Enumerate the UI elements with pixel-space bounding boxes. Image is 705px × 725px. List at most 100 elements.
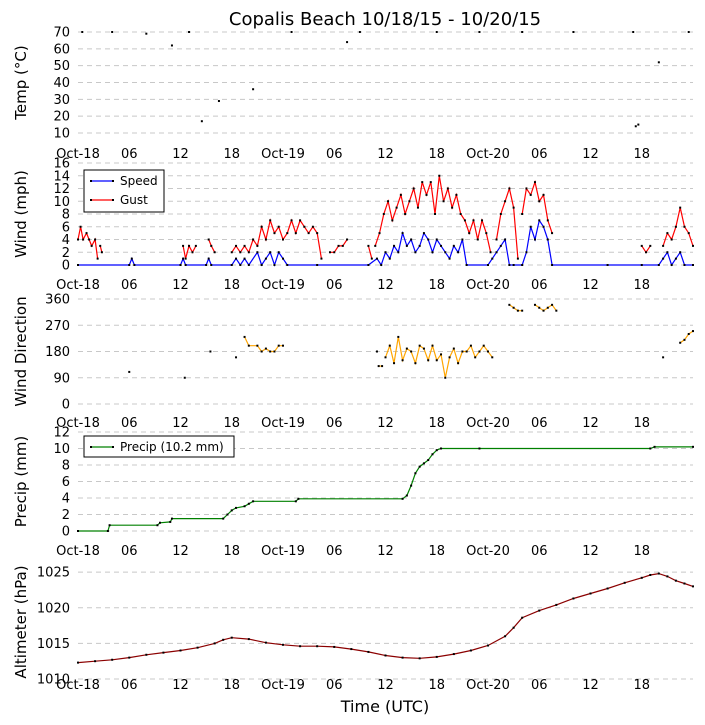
data-point xyxy=(416,206,419,209)
data-point xyxy=(606,264,609,266)
data-point xyxy=(440,353,443,356)
panel-alt: 1010 1015 1020 1025 Oct-18 06 12 18 Oct-19 06 12 18… xyxy=(12,565,694,693)
data-point xyxy=(431,344,434,347)
data-point xyxy=(414,251,417,254)
data-point xyxy=(316,645,319,648)
x-tick-label: 06 xyxy=(531,416,548,431)
y-tick-label: 12 xyxy=(53,182,70,197)
data-point xyxy=(213,642,216,645)
data-point xyxy=(210,244,213,247)
legend-entry: Gust xyxy=(120,193,148,207)
data-point xyxy=(657,61,660,64)
data-point xyxy=(226,513,229,516)
x-tick-label: Oct-19 xyxy=(261,544,305,559)
data-point xyxy=(384,251,387,254)
data-point xyxy=(179,264,182,266)
y-tick-label: 10 xyxy=(53,127,70,142)
data-point xyxy=(422,347,425,350)
data-point xyxy=(489,251,492,254)
x-tick-label: 18 xyxy=(428,278,445,293)
x-tick-label: 06 xyxy=(121,544,138,559)
data-point xyxy=(438,174,441,177)
data-point xyxy=(542,225,545,228)
data-point xyxy=(77,264,79,266)
series-line-speed xyxy=(78,218,693,267)
y-tick-label: 270 xyxy=(45,319,70,334)
data-point xyxy=(286,264,289,266)
y-tick-label: 10 xyxy=(53,442,70,457)
data-point xyxy=(657,264,660,266)
x-tick-label: 18 xyxy=(428,147,445,162)
data-point xyxy=(260,225,263,228)
data-point xyxy=(374,244,377,247)
x-tick-label: 06 xyxy=(326,678,343,693)
data-point xyxy=(435,31,438,33)
data-point xyxy=(687,31,690,33)
data-point xyxy=(230,636,233,639)
data-point xyxy=(551,264,554,266)
data-point xyxy=(247,502,250,505)
y-tick-label: 0 xyxy=(62,398,70,413)
data-point xyxy=(273,264,276,266)
data-point xyxy=(529,193,532,196)
legend-marker xyxy=(112,446,114,448)
x-tick-label: Oct-20 xyxy=(466,416,510,431)
x-tick-label: 18 xyxy=(223,678,240,693)
data-point xyxy=(427,459,430,462)
data-point xyxy=(533,303,536,306)
data-point xyxy=(380,264,383,266)
data-point xyxy=(640,244,643,247)
x-tick-label: 06 xyxy=(121,147,138,162)
data-point xyxy=(512,264,515,266)
data-point xyxy=(692,585,694,588)
data-point xyxy=(645,251,648,254)
data-point xyxy=(551,232,554,235)
data-point xyxy=(487,644,489,647)
data-point xyxy=(397,335,400,338)
data-point xyxy=(662,244,665,247)
y-axis-label: Wind (mph) xyxy=(12,170,30,258)
data-point xyxy=(264,347,267,350)
data-point xyxy=(367,264,370,266)
data-point xyxy=(213,251,216,254)
data-point xyxy=(200,120,203,123)
data-point xyxy=(260,264,263,266)
data-point xyxy=(222,517,225,520)
data-point xyxy=(269,251,272,254)
legend-marker xyxy=(112,199,114,201)
data-point xyxy=(269,219,272,222)
data-point xyxy=(495,238,498,241)
x-tick-label: 06 xyxy=(326,147,343,162)
data-point xyxy=(551,303,554,306)
data-point xyxy=(414,472,417,475)
data-point xyxy=(679,341,682,344)
data-point xyxy=(145,32,148,35)
data-point xyxy=(504,200,507,203)
data-point xyxy=(692,445,694,448)
data-point xyxy=(495,251,498,254)
data-point xyxy=(422,462,425,465)
data-point xyxy=(303,225,306,228)
data-point xyxy=(508,264,511,266)
data-point xyxy=(606,587,609,590)
data-point xyxy=(692,264,694,266)
x-tick-label: 12 xyxy=(172,147,189,162)
data-point xyxy=(297,497,300,500)
data-point xyxy=(538,219,541,222)
x-tick-label: 12 xyxy=(172,278,189,293)
data-point xyxy=(679,206,682,209)
data-point xyxy=(512,626,515,629)
x-tick-label: 18 xyxy=(428,678,445,693)
data-point xyxy=(555,309,558,312)
data-point xyxy=(401,359,404,362)
x-tick-label: 06 xyxy=(121,416,138,431)
data-point xyxy=(128,264,131,266)
data-point xyxy=(170,517,173,520)
data-point xyxy=(387,200,390,203)
data-point xyxy=(106,530,109,532)
data-point xyxy=(77,661,79,664)
data-point xyxy=(277,251,280,254)
data-point xyxy=(538,306,541,309)
x-tick-label: 12 xyxy=(377,416,394,431)
data-point xyxy=(410,484,413,487)
